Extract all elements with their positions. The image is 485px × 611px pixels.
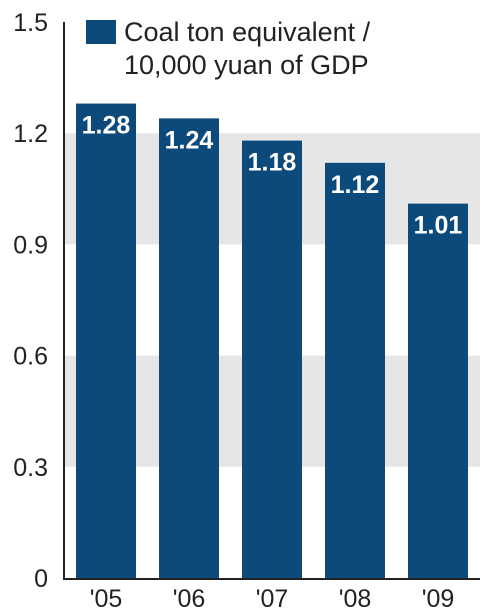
y-tick-label: 0.6: [13, 343, 48, 371]
value-label: 1.18: [248, 149, 297, 177]
x-tick-label: '07: [256, 585, 289, 611]
y-tick-label: 0.9: [13, 231, 48, 259]
x-tick-label: '09: [422, 585, 455, 611]
legend-label-line1: Coal ton equivalent /: [124, 17, 371, 47]
x-tick-labels: '05 '06 '07 '08 '09: [90, 585, 455, 611]
y-tick-label: 0.3: [13, 454, 48, 482]
bar: [325, 162, 385, 578]
y-tick-label: 0: [34, 565, 48, 593]
bar: [159, 118, 219, 578]
value-labels: 1.28 1.24 1.18 1.12 1.01: [82, 112, 463, 240]
bar: [242, 140, 302, 578]
bar: [408, 203, 468, 579]
bar: [76, 103, 136, 579]
value-label: 1.28: [82, 112, 131, 140]
value-label: 1.01: [414, 212, 463, 240]
value-label: 1.24: [165, 126, 214, 154]
x-tick-label: '08: [339, 585, 372, 611]
x-tick-label: '05: [90, 585, 123, 611]
bars: [76, 103, 468, 579]
value-label: 1.12: [331, 171, 380, 199]
legend-label-line2: 10,000 yuan of GDP: [124, 50, 369, 80]
legend-swatch: [86, 20, 116, 44]
legend: Coal ton equivalent / 10,000 yuan of GDP: [86, 17, 371, 80]
y-tick-label: 1.5: [13, 9, 48, 37]
y-tick-label: 1.2: [13, 120, 48, 148]
y-tick-labels: 0 0.3 0.6 0.9 1.2 1.5: [13, 9, 48, 593]
x-tick-label: '06: [173, 585, 206, 611]
